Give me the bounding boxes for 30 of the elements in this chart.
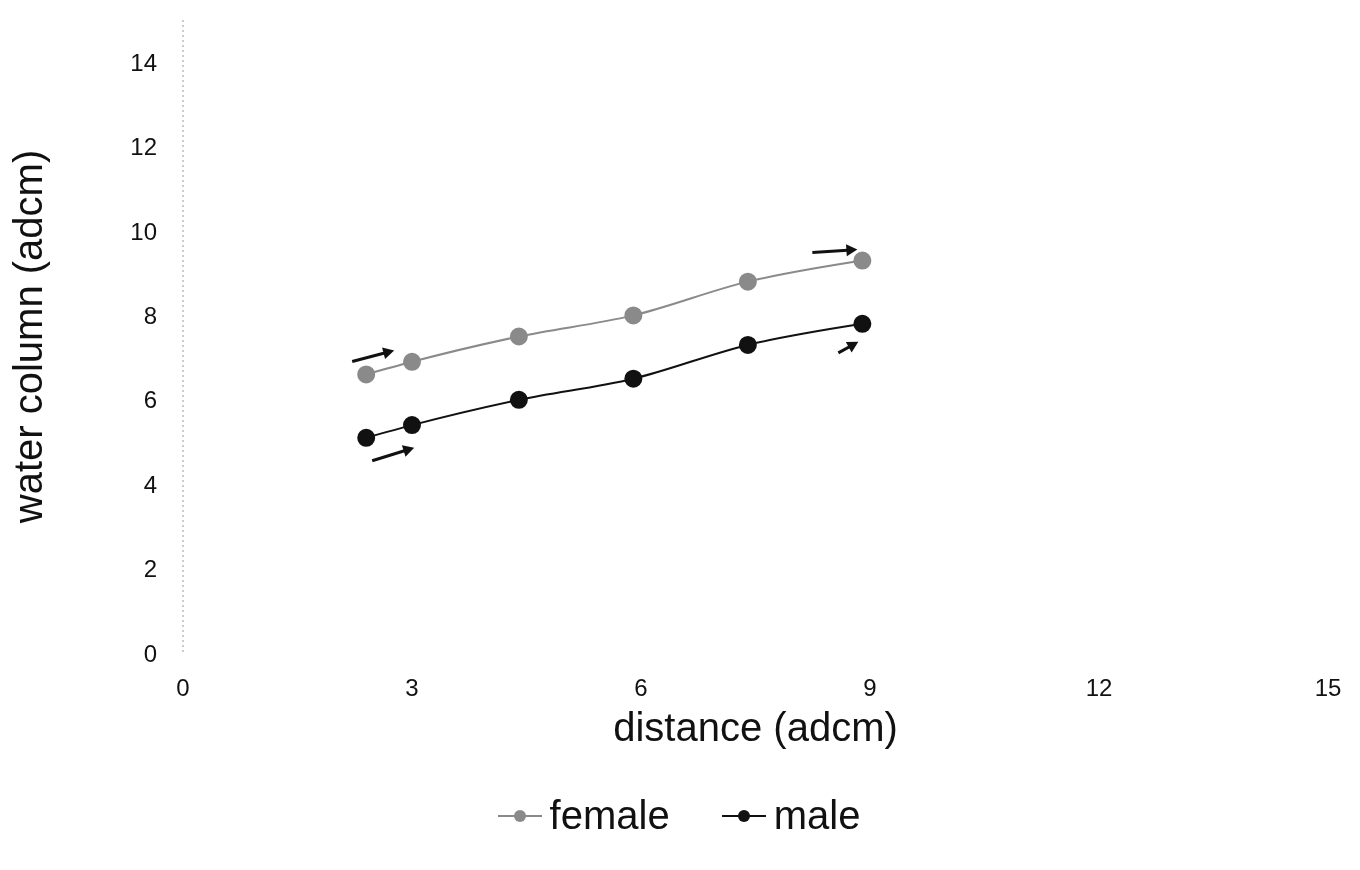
point (624, 369, 643, 388)
y-tick-label: 0 (143, 639, 157, 667)
y-tick-label: 6 (143, 386, 157, 414)
legend-label: male (773, 793, 861, 838)
x-tick-label: 6 (634, 674, 648, 702)
y-tick-label: 2 (143, 555, 157, 583)
point (853, 251, 872, 270)
x-tick-label: 15 (1314, 674, 1342, 702)
x-tick-label: 0 (176, 674, 190, 702)
point (738, 335, 757, 354)
legend-label: female (549, 793, 670, 838)
x-axis-title: distance (adcm) (613, 705, 898, 750)
y-tick-label: 12 (130, 133, 157, 161)
point (509, 327, 528, 346)
x-tick-label: 9 (863, 674, 877, 702)
point (624, 306, 643, 325)
point (853, 314, 872, 333)
point (509, 390, 528, 409)
x-tick-label: 3 (405, 674, 419, 702)
x-tick-label: 12 (1085, 674, 1113, 702)
point (357, 365, 376, 384)
y-tick-label: 8 (143, 301, 157, 329)
point (357, 428, 376, 447)
point (738, 272, 757, 291)
point (403, 416, 421, 435)
point (403, 352, 421, 371)
y-tick-label: 10 (130, 217, 157, 245)
y-tick-label: 4 (143, 470, 157, 498)
y-tick-label: 14 (130, 48, 157, 76)
y-axis-title: water column (adcm) (6, 149, 51, 525)
